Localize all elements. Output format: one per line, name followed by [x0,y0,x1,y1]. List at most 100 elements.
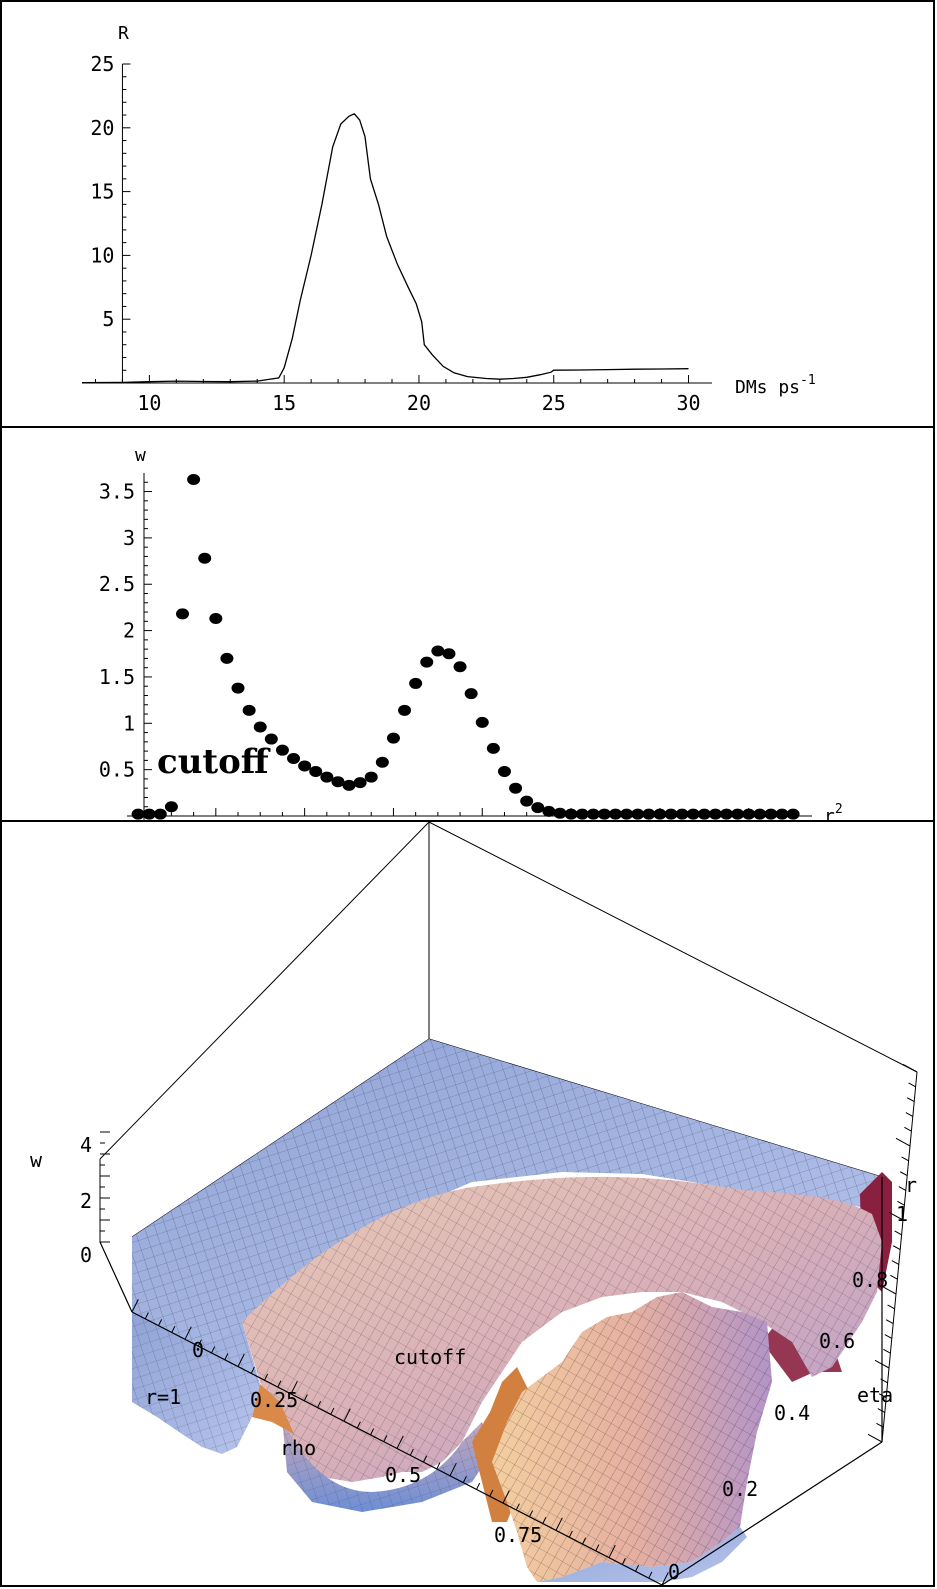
x-tick-label: 10 [137,391,161,415]
eta-tick [902,1063,918,1073]
rho-tick [529,1510,534,1517]
rho-tick [436,1462,441,1470]
scatter-point [542,805,556,817]
eta-tick [890,1274,898,1280]
rho-tick-05: 0.5 [385,1463,421,1487]
scatter-point [353,777,367,789]
scatter-point [231,682,245,694]
scatter-point [675,808,689,820]
rho-tick [158,1319,163,1326]
eta-tick [887,1304,895,1310]
rho-tick [462,1476,467,1483]
eta-tick-0: 0 [668,1560,680,1584]
rho-tick [568,1530,573,1538]
x-tick-label: 15 [272,391,296,415]
scatter-chart: 0.20.40.60.811.21.40.511.522.533.5 w r2 … [99,445,843,824]
scatter-point [464,688,478,700]
scatter-point [420,656,434,668]
rho-ticks [131,1299,669,1586]
eta-tick [880,1378,888,1384]
rho-tick [621,1558,626,1565]
y-tick-label: 0.5 [99,758,135,782]
eta-tick [897,1200,905,1206]
rho-tick [489,1489,494,1497]
rho-tick [264,1373,269,1381]
eta-tick [892,1245,901,1251]
scatter-point [486,742,500,754]
eta-tick [881,1285,897,1295]
rho-tick [396,1435,404,1449]
scatter-point [786,808,800,820]
rho-tick [582,1537,587,1545]
scatter-point [620,808,634,820]
scatter-point [342,779,356,791]
scatter-point [653,808,667,820]
rho-tick [144,1312,149,1320]
rho-tick-025: 0.25 [250,1388,298,1412]
y-tick-label: 25 [90,52,114,76]
scatter-point [198,552,212,564]
rho-tick [648,1571,653,1579]
rho-tick [343,1408,351,1422]
scatter-point [720,808,734,820]
eta-tick [874,1359,890,1369]
scatter-point [531,802,545,814]
x-axis-label: rho [280,1436,316,1460]
scatter-point [742,808,756,820]
eta-tick [905,1112,914,1117]
rho-tick [317,1401,322,1408]
rho-tick [423,1455,428,1463]
eta-tick-1: 1 [896,1202,908,1226]
scatter-point [164,801,178,813]
scatter-point [497,766,511,778]
line-chart: 10 15 20 25 30 5 10 15 20 25 R DMs ps-1 [81,23,816,415]
eta-tick [901,1156,909,1162]
rho-tick [449,1462,457,1477]
scatter-point [708,808,722,820]
rho-tick [211,1346,216,1354]
rho-tick [184,1326,192,1340]
rho-tick [131,1299,139,1313]
rho-tick [197,1339,202,1347]
surface-front-right-flat [537,1527,747,1582]
rho-tick [635,1564,640,1572]
rho-tick [515,1503,520,1511]
cutoff-annotation: cutoff [394,1345,466,1369]
chart-panel-2: 0.20.40.60.811.21.40.511.522.533.5 w r2 … [0,426,935,824]
eta-tick [884,1334,893,1339]
chart-panel-1: 10 15 20 25 30 5 10 15 20 25 R DMs ps-1 [0,0,935,428]
scatter-point [520,795,534,807]
scatter-point [764,808,778,820]
eta-tick [899,1171,908,1177]
eta-tick [894,1230,902,1236]
y-tick-label: 20 [90,116,114,140]
scatter-point [242,704,256,716]
scatter-point [220,652,234,664]
scatter-point [142,808,156,820]
y-tick-label: 15 [90,180,114,204]
scatter-point [431,645,445,657]
scatter-point [409,677,423,689]
scatter-point [475,716,489,728]
rho-tick [370,1428,375,1436]
w-ticks [100,1131,110,1243]
ticks-1: 10 15 20 25 30 5 10 15 20 25 [90,52,700,415]
rho-tick [330,1407,335,1415]
series-line [81,113,689,384]
y-axis-label: w [135,445,146,466]
w-tick-0: 0 [80,1243,92,1267]
axes-1 [82,64,712,384]
x-axis-label: r2 [824,802,843,824]
rho-tick [502,1490,510,1504]
eta-tick [877,1408,886,1413]
scatter-point [131,808,145,820]
rho-tick [555,1517,563,1531]
scatter-point [753,808,767,820]
y-tick-label: 1.5 [99,665,135,689]
scatter-point [453,661,467,673]
scatter-point [597,808,611,820]
scatter-point [386,732,400,744]
scatter-point [731,808,745,820]
eta-tick-04: 0.4 [774,1401,810,1425]
rho-tick [383,1435,388,1442]
